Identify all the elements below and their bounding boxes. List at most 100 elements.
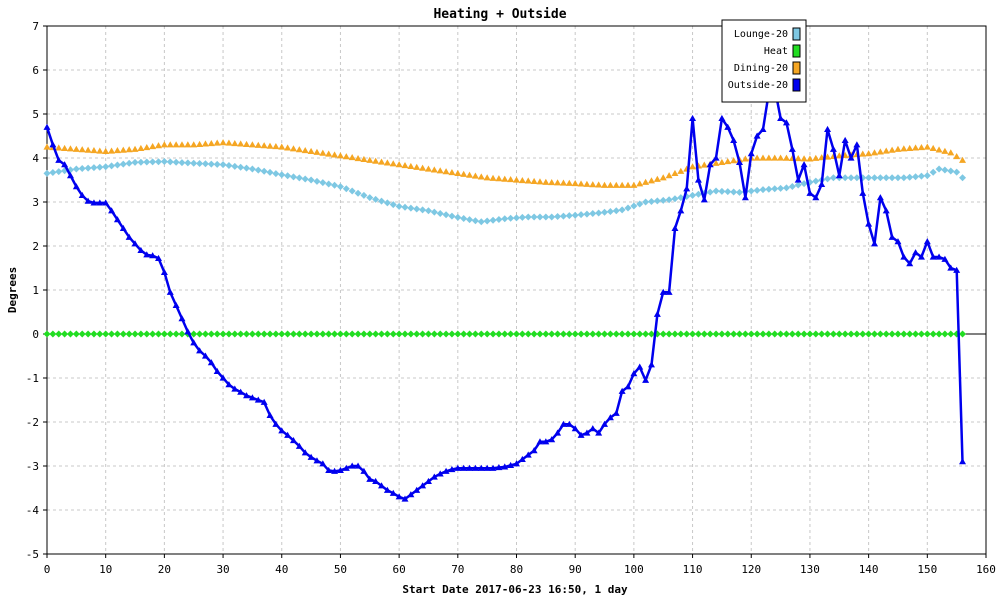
data-point-heat — [753, 330, 761, 338]
data-point-dining-20 — [882, 147, 890, 154]
data-point-dining-20 — [436, 167, 444, 174]
data-point-outside-20 — [477, 464, 485, 471]
data-point-lounge-20 — [213, 160, 221, 168]
data-point-dining-20 — [912, 144, 920, 151]
data-point-outside-20 — [307, 453, 315, 460]
data-point-heat — [906, 330, 914, 338]
data-point-dining-20 — [84, 146, 92, 153]
data-point-outside-20 — [947, 264, 955, 271]
data-point-heat — [565, 330, 573, 338]
data-point-heat — [155, 330, 163, 338]
y-tick-label: 1 — [32, 284, 39, 297]
data-point-outside-20 — [471, 464, 479, 471]
data-point-heat — [102, 330, 110, 338]
data-point-outside-20 — [266, 411, 274, 419]
data-point-lounge-20 — [413, 205, 421, 213]
data-point-heat — [119, 330, 127, 338]
data-point-lounge-20 — [501, 215, 509, 223]
data-point-dining-20 — [483, 174, 491, 181]
data-point-dining-20 — [184, 141, 192, 148]
data-point-outside-20 — [865, 220, 873, 227]
data-point-outside-20 — [548, 436, 556, 443]
data-point-outside-20 — [906, 260, 914, 267]
data-point-lounge-20 — [372, 195, 380, 203]
data-point-lounge-20 — [383, 199, 391, 207]
data-point-lounge-20 — [630, 202, 638, 210]
data-point-dining-20 — [307, 147, 315, 155]
data-point-heat — [923, 330, 931, 338]
data-point-lounge-20 — [706, 188, 714, 196]
data-point-heat — [771, 330, 779, 338]
data-point-heat — [741, 330, 749, 338]
data-point-outside-20 — [777, 114, 785, 122]
data-point-outside-20 — [372, 477, 380, 485]
data-point-lounge-20 — [278, 171, 286, 179]
data-point-lounge-20 — [466, 216, 474, 224]
data-point-dining-20 — [806, 155, 814, 162]
data-point-heat — [630, 330, 638, 338]
data-point-outside-20 — [143, 251, 151, 258]
data-point-heat — [865, 330, 873, 338]
y-tick-label: -4 — [26, 504, 40, 517]
data-point-heat — [536, 330, 544, 338]
data-point-heat — [800, 330, 808, 338]
data-point-dining-20 — [272, 143, 280, 150]
data-point-lounge-20 — [812, 177, 820, 185]
data-point-outside-20 — [741, 194, 749, 201]
data-point-outside-20 — [659, 288, 667, 295]
data-point-dining-20 — [524, 177, 532, 184]
data-point-dining-20 — [254, 141, 262, 148]
data-point-lounge-20 — [876, 174, 884, 182]
data-point-dining-20 — [113, 147, 121, 154]
data-point-lounge-20 — [782, 184, 790, 192]
data-point-outside-20 — [630, 370, 638, 377]
data-point-outside-20 — [430, 473, 438, 480]
legend-label-heat: Heat — [764, 46, 788, 57]
data-point-lounge-20 — [72, 165, 80, 173]
data-point-dining-20 — [460, 170, 468, 177]
data-point-heat — [301, 330, 309, 338]
data-point-outside-20 — [325, 466, 333, 474]
x-tick-label: 80 — [510, 563, 523, 576]
data-point-dining-20 — [407, 162, 415, 169]
data-point-outside-20 — [900, 253, 908, 260]
data-point-dining-20 — [319, 149, 327, 156]
data-point-lounge-20 — [771, 185, 779, 193]
data-point-outside-20 — [689, 114, 697, 122]
data-point-outside-20 — [102, 199, 110, 206]
data-point-heat — [260, 330, 268, 338]
x-tick-label: 10 — [99, 563, 112, 576]
data-point-heat — [354, 330, 362, 338]
data-point-heat — [372, 330, 380, 338]
data-point-dining-20 — [442, 168, 450, 175]
data-point-heat — [571, 330, 579, 338]
data-point-heat — [782, 330, 790, 338]
data-point-heat — [131, 330, 139, 338]
y-tick-label: -2 — [26, 416, 39, 429]
data-point-heat — [747, 330, 755, 338]
data-point-heat — [847, 330, 855, 338]
y-tick-label: -1 — [26, 372, 39, 385]
data-point-lounge-20 — [284, 172, 292, 180]
data-point-outside-20 — [571, 425, 579, 432]
data-point-heat — [554, 330, 562, 338]
data-point-outside-20 — [137, 246, 145, 254]
data-point-dining-20 — [782, 154, 790, 161]
data-point-dining-20 — [565, 179, 573, 186]
data-point-heat — [454, 330, 462, 338]
data-point-heat — [559, 330, 567, 338]
data-point-lounge-20 — [612, 207, 620, 215]
data-point-outside-20 — [78, 191, 86, 199]
data-point-outside-20 — [248, 394, 256, 401]
data-point-dining-20 — [953, 152, 961, 160]
data-point-heat — [853, 330, 861, 338]
data-point-outside-20 — [718, 114, 726, 122]
data-point-heat — [700, 330, 708, 338]
data-point-lounge-20 — [108, 162, 116, 170]
data-point-outside-20 — [542, 438, 550, 445]
data-point-heat — [96, 330, 104, 338]
data-point-outside-20 — [43, 123, 51, 130]
data-point-heat — [325, 330, 333, 338]
x-tick-label: 100 — [624, 563, 644, 576]
data-point-outside-20 — [912, 249, 920, 256]
